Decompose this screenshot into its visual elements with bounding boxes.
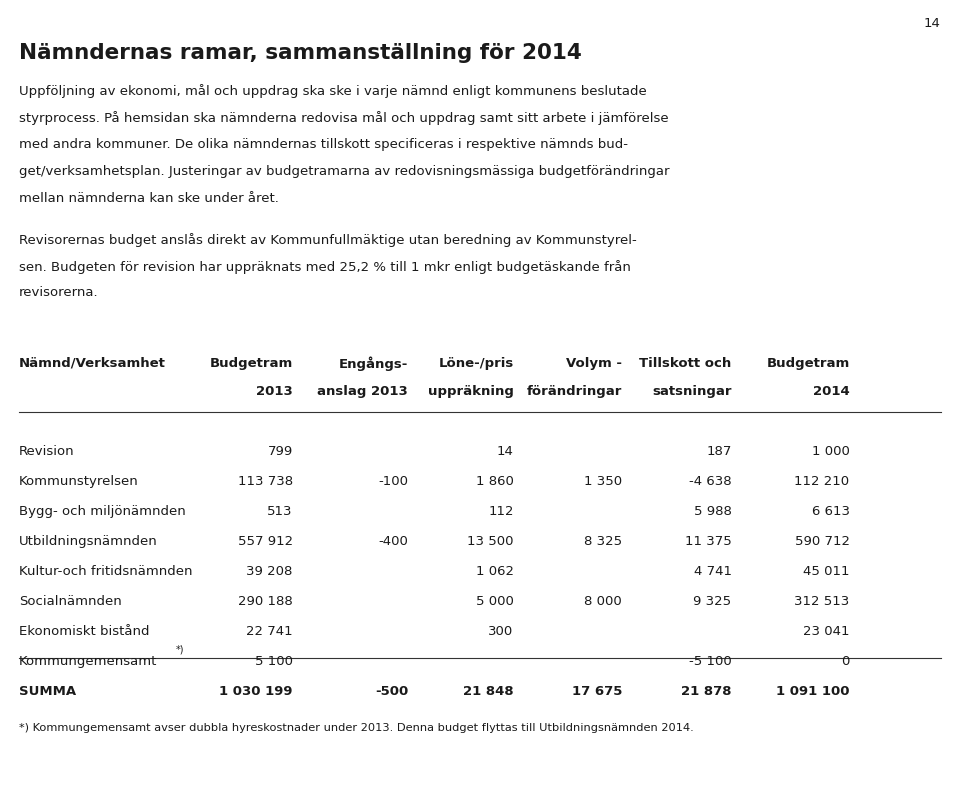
Text: 4 741: 4 741 [693, 565, 732, 578]
Text: anslag 2013: anslag 2013 [317, 385, 408, 398]
Text: 1 091 100: 1 091 100 [776, 685, 850, 697]
Text: Revision: Revision [19, 445, 75, 458]
Text: Löne-/pris: Löne-/pris [439, 357, 514, 369]
Text: Nämndernas ramar, sammanställning för 2014: Nämndernas ramar, sammanställning för 20… [19, 43, 582, 63]
Text: 23 041: 23 041 [804, 625, 850, 638]
Text: 290 188: 290 188 [238, 595, 293, 608]
Text: get/verksamhetsplan. Justeringar av budgetramarna av redovisningsmässiga budgetf: get/verksamhetsplan. Justeringar av budg… [19, 165, 670, 178]
Text: 300: 300 [489, 625, 514, 638]
Text: Volym -: Volym - [566, 357, 622, 369]
Text: 1 860: 1 860 [476, 475, 514, 488]
Text: 513: 513 [267, 505, 293, 518]
Text: Budgetram: Budgetram [766, 357, 850, 369]
Text: 799: 799 [268, 445, 293, 458]
Text: 1 030 199: 1 030 199 [219, 685, 293, 697]
Text: 6 613: 6 613 [811, 505, 850, 518]
Text: -4 638: -4 638 [689, 475, 732, 488]
Text: 113 738: 113 738 [238, 475, 293, 488]
Text: med andra kommuner. De olika nämndernas tillskott specificeras i respektive nämn: med andra kommuner. De olika nämndernas … [19, 138, 628, 151]
Text: revisorerna.: revisorerna. [19, 286, 99, 299]
Text: 17 675: 17 675 [572, 685, 622, 697]
Text: 21 878: 21 878 [681, 685, 732, 697]
Text: 14: 14 [496, 445, 514, 458]
Text: Nämnd/Verksamhet: Nämnd/Verksamhet [19, 357, 166, 369]
Text: 39 208: 39 208 [247, 565, 293, 578]
Text: 312 513: 312 513 [794, 595, 850, 608]
Text: Bygg- och miljönämnden: Bygg- och miljönämnden [19, 505, 186, 518]
Text: Utbildningsnämnden: Utbildningsnämnden [19, 535, 158, 548]
Text: Socialnämnden: Socialnämnden [19, 595, 122, 608]
Text: 112 210: 112 210 [795, 475, 850, 488]
Text: sen. Budgeten för revision har uppräknats med 25,2 % till 1 mkr enligt budgetäsk: sen. Budgeten för revision har uppräknat… [19, 260, 631, 274]
Text: *) Kommungemensamt avser dubbla hyreskostnader under 2013. Denna budget flyttas : *) Kommungemensamt avser dubbla hyreskos… [19, 723, 694, 733]
Text: Budgetram: Budgetram [209, 357, 293, 369]
Text: Uppföljning av ekonomi, mål och uppdrag ska ske i varje nämnd enligt kommunens b: Uppföljning av ekonomi, mål och uppdrag … [19, 84, 647, 99]
Text: 1 350: 1 350 [584, 475, 622, 488]
Text: 11 375: 11 375 [684, 535, 732, 548]
Text: -400: -400 [378, 535, 408, 548]
Text: *): *) [176, 645, 184, 655]
Text: -500: -500 [374, 685, 408, 697]
Text: 2014: 2014 [813, 385, 850, 398]
Text: 8 000: 8 000 [585, 595, 622, 608]
Text: förändringar: förändringar [527, 385, 622, 398]
Text: satsningar: satsningar [652, 385, 732, 398]
Text: 2013: 2013 [256, 385, 293, 398]
Text: 45 011: 45 011 [804, 565, 850, 578]
Text: styrprocess. På hemsidan ska nämnderna redovisa mål och uppdrag samt sitt arbete: styrprocess. På hemsidan ska nämnderna r… [19, 111, 669, 125]
Text: 14: 14 [924, 17, 941, 30]
Text: Tillskott och: Tillskott och [639, 357, 732, 369]
Text: 21 848: 21 848 [463, 685, 514, 697]
Text: Engångs-: Engångs- [339, 357, 408, 371]
Text: SUMMA: SUMMA [19, 685, 77, 697]
Text: 0: 0 [841, 655, 850, 667]
Text: 13 500: 13 500 [468, 535, 514, 548]
Text: 9 325: 9 325 [693, 595, 732, 608]
Text: -100: -100 [378, 475, 408, 488]
Text: mellan nämnderna kan ske under året.: mellan nämnderna kan ske under året. [19, 192, 279, 204]
Text: 8 325: 8 325 [584, 535, 622, 548]
Text: uppräkning: uppräkning [428, 385, 514, 398]
Text: Kommungemensamt: Kommungemensamt [19, 655, 157, 667]
Text: 5 100: 5 100 [254, 655, 293, 667]
Text: Kultur-och fritidsnämnden: Kultur-och fritidsnämnden [19, 565, 193, 578]
Text: 112: 112 [488, 505, 514, 518]
Text: 557 912: 557 912 [238, 535, 293, 548]
Text: Kommunstyrelsen: Kommunstyrelsen [19, 475, 139, 488]
Text: 1 062: 1 062 [475, 565, 514, 578]
Text: Ekonomiskt bistånd: Ekonomiskt bistånd [19, 625, 150, 638]
Text: 590 712: 590 712 [795, 535, 850, 548]
Text: -5 100: -5 100 [688, 655, 732, 667]
Text: 22 741: 22 741 [246, 625, 293, 638]
Text: 187: 187 [707, 445, 732, 458]
Text: 1 000: 1 000 [812, 445, 850, 458]
Text: 5 000: 5 000 [476, 595, 514, 608]
Text: 5 988: 5 988 [694, 505, 732, 518]
Text: Revisorernas budget anslås direkt av Kommunfullmäktige utan beredning av Kommuns: Revisorernas budget anslås direkt av Kom… [19, 233, 636, 247]
